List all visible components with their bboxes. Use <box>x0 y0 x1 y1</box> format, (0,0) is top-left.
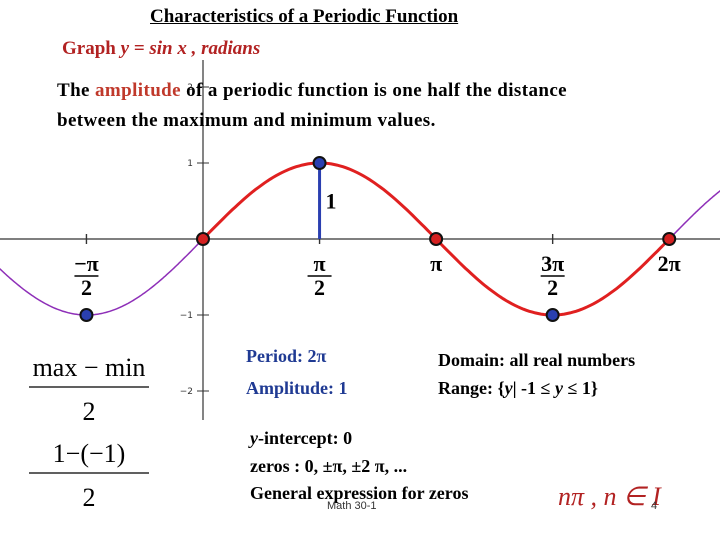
zeros-text: zeros : 0, ±π, ±2 π, ... <box>250 456 408 476</box>
x-tick-label: 2π <box>658 251 681 276</box>
amplitude-pre: The <box>57 80 96 101</box>
amplitude-post: of a periodic function is one half the d… <box>180 80 567 101</box>
x-tick-label: π <box>430 251 442 276</box>
slide-title: Characteristics of a Periodic Function <box>150 6 459 27</box>
graph-equation: y = sin x <box>120 38 187 59</box>
y-intercept-value: -intercept: 0 <box>258 428 353 448</box>
footer-course: Math 30-1 <box>327 500 377 512</box>
period-text: Period: 2π <box>246 346 327 366</box>
key-point <box>196 232 210 246</box>
domain-text: Domain: all real numbers <box>438 350 636 370</box>
y-tick-label: 1 <box>187 159 193 169</box>
y-tick-label: −2 <box>180 387 193 397</box>
general-expression-text: General expression for zeros <box>250 483 469 503</box>
key-point <box>79 308 94 322</box>
y-tick-label: −1 <box>180 311 193 321</box>
key-point <box>312 156 327 170</box>
x-tick-label: 3π <box>541 251 564 276</box>
zero-expression: nπ , n ∈ I <box>558 482 661 511</box>
key-point <box>662 232 677 246</box>
range-var: y <box>504 378 513 398</box>
page-number: 4 <box>651 500 658 512</box>
amplitude-definition-line1: The amplitude of a periodic function is … <box>57 80 567 102</box>
range-text: Range: {y| -1 ≤ y ≤ 1} <box>438 378 598 399</box>
amplitude-text: Amplitude: 1 <box>246 378 348 398</box>
x-tick-label-denominator: 2 <box>81 275 92 300</box>
range-pre: Range: { <box>438 378 505 398</box>
key-point <box>429 232 444 246</box>
amplitude-calc-denominator: 2 <box>83 483 96 512</box>
x-tick-label-denominator: 2 <box>314 275 325 300</box>
graph-prefix: Graph <box>62 38 121 59</box>
amplitude-marker-label: 1 <box>326 189 337 214</box>
amplitude-calc-numerator: 1−(−1) <box>53 439 126 468</box>
y-intercept-text: y-intercept: 0 <box>250 428 352 449</box>
sine-curve-left <box>0 238 204 316</box>
x-tick-label: π <box>314 251 326 276</box>
y-intercept-var: y <box>250 428 258 448</box>
graph-suffix: , radians <box>186 38 261 59</box>
x-tick-label-denominator: 2 <box>547 275 558 300</box>
x-tick-label: −π <box>74 251 99 276</box>
amplitude-formula-numerator: max − min <box>33 353 146 382</box>
sine-curve-right <box>668 189 720 240</box>
amplitude-word: amplitude <box>95 80 181 101</box>
amplitude-formula-denominator: 2 <box>83 397 96 426</box>
range-post: ≤ 1} <box>562 378 598 398</box>
range-mid: | -1 ≤ <box>512 378 555 398</box>
graph-instruction: Graph y = sin x , radians <box>62 38 260 60</box>
y-tick-label: 2 <box>187 83 193 93</box>
key-point <box>545 308 560 322</box>
amplitude-definition-line2: between the maximum and minimum values. <box>57 110 436 131</box>
range-var2: y <box>554 378 563 398</box>
